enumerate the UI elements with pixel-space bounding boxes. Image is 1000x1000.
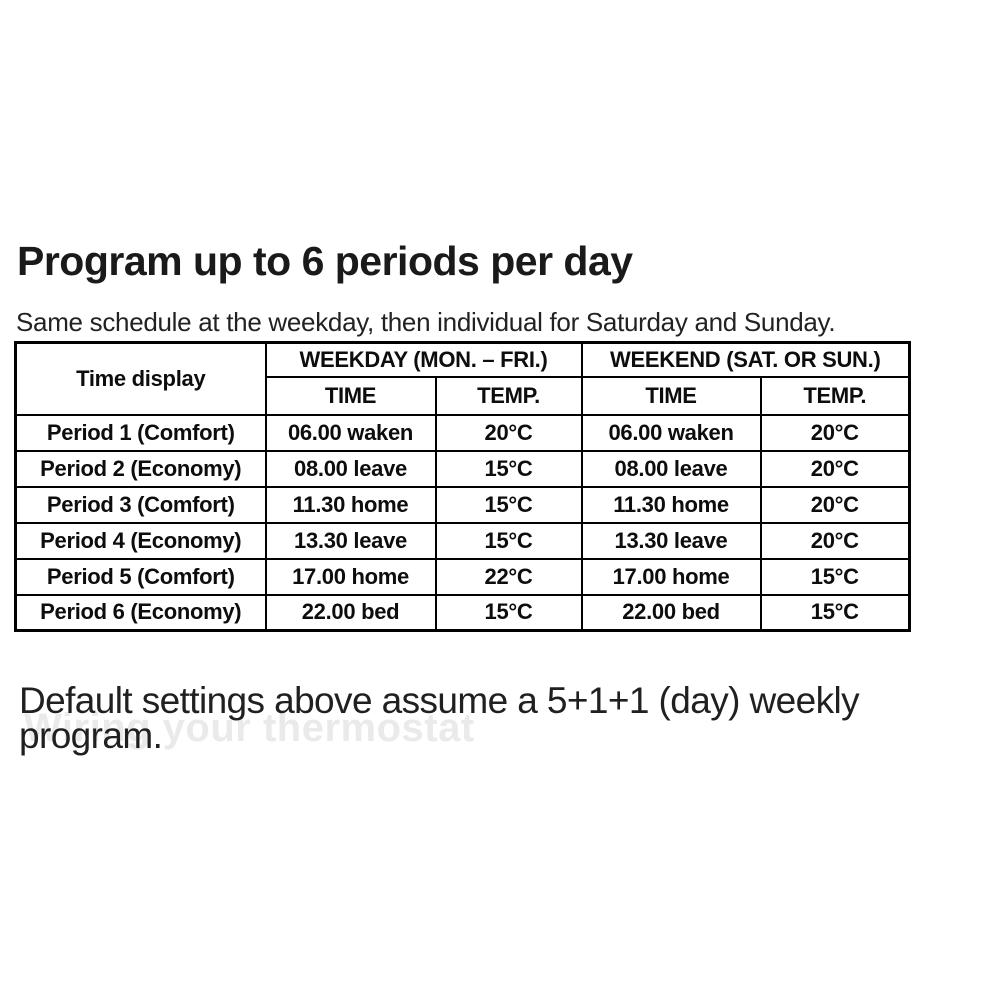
weekend-time-cell: 13.30 leave — [580, 521, 762, 560]
weekend-temp-cell: 20°C — [759, 413, 911, 452]
corner-header-time-display: Time display — [14, 341, 267, 416]
table-row-period-5: Period 5 (Comfort) 17.00 home 22°C 17.00… — [14, 557, 911, 596]
weekday-temp-cell: 20°C — [434, 413, 583, 452]
weekday-time-cell: 22.00 bed — [264, 593, 437, 632]
weekend-time-cell: 08.00 leave — [580, 449, 762, 488]
weekend-time-cell: 17.00 home — [580, 557, 762, 596]
schedule-table: Time display WEEKDAY (MON. – FRI.) WEEKE… — [14, 341, 912, 632]
table-group-header-row: Time display WEEKDAY (MON. – FRI.) WEEKE… — [14, 341, 911, 416]
group-header-weekend: WEEKEND (SAT. OR SUN.) — [580, 341, 911, 378]
page-subtitle: Same schedule at the weekday, then indiv… — [16, 307, 836, 337]
weekday-temp-cell: 15°C — [434, 449, 583, 488]
weekday-time-cell: 11.30 home — [264, 485, 437, 524]
weekend-time-cell: 22.00 bed — [580, 593, 762, 632]
weekday-time-cell: 08.00 leave — [264, 449, 437, 488]
table-subheader-row: TIME TEMP. TIME TEMP. — [16, 375, 911, 416]
group-header-weekday: WEEKDAY (MON. – FRI.) — [264, 341, 583, 378]
period-label: Period 3 (Comfort) — [14, 485, 267, 524]
page-title: Program up to 6 periods per day — [17, 238, 633, 285]
weekend-time-cell: 11.30 home — [580, 485, 762, 524]
period-label: Period 5 (Comfort) — [14, 557, 267, 596]
table-row-period-4: Period 4 (Economy) 13.30 leave 15°C 13.3… — [14, 521, 911, 560]
watermark-wiring-your-thermostat: Wiring your thermostat — [24, 706, 475, 750]
weekday-time-cell: 17.00 home — [264, 557, 437, 596]
weekend-temp-cell: 15°C — [759, 593, 911, 632]
col-header-weekend-time: TIME — [580, 375, 762, 416]
period-label: Period 2 (Economy) — [14, 449, 267, 488]
weekday-temp-cell: 15°C — [434, 485, 583, 524]
weekend-temp-cell: 15°C — [759, 557, 911, 596]
period-label: Period 1 (Comfort) — [14, 413, 267, 452]
weekday-time-cell: 06.00 waken — [264, 413, 437, 452]
weekend-temp-cell: 20°C — [759, 485, 911, 524]
weekday-time-cell: 13.30 leave — [264, 521, 437, 560]
col-header-weekday-time: TIME — [264, 375, 437, 416]
weekend-temp-cell: 20°C — [759, 449, 911, 488]
table-row-period-2: Period 2 (Economy) 08.00 leave 15°C 08.0… — [14, 449, 911, 488]
weekday-temp-cell: 15°C — [434, 521, 583, 560]
col-header-weekday-temp: TEMP. — [434, 375, 583, 416]
period-label: Period 6 (Economy) — [14, 593, 267, 632]
period-label: Period 4 (Economy) — [14, 521, 267, 560]
table-row-period-1: Period 1 (Comfort) 06.00 waken 20°C 06.0… — [14, 413, 911, 452]
table-row-period-3: Period 3 (Comfort) 11.30 home 15°C 11.30… — [14, 485, 911, 524]
footer-note: Default settings above assume a 5+1+1 (d… — [19, 680, 860, 756]
table-row-period-6: Period 6 (Economy) 22.00 bed 15°C 22.00 … — [14, 593, 911, 632]
weekend-time-cell: 06.00 waken — [580, 413, 762, 452]
weekday-temp-cell: 22°C — [434, 557, 583, 596]
weekday-temp-cell: 15°C — [434, 593, 583, 632]
col-header-weekend-temp: TEMP. — [759, 375, 911, 416]
weekend-temp-cell: 20°C — [759, 521, 911, 560]
